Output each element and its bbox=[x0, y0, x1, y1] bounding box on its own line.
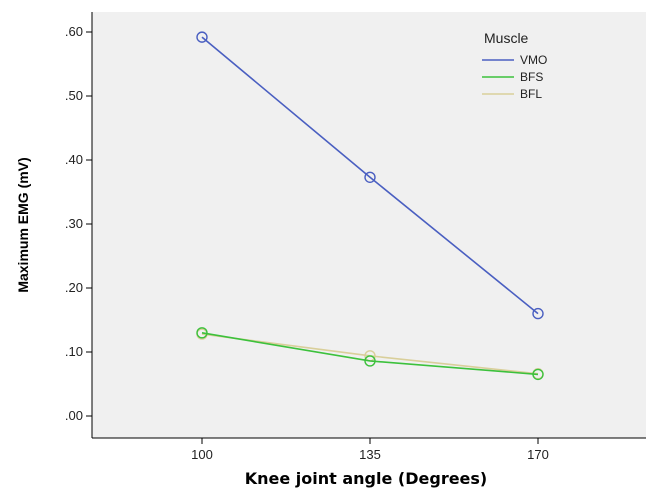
y-axis-ticks: .00 .10 .20 .30 .40 .50 .60 bbox=[65, 24, 92, 423]
x-axis-ticks: 100 135 170 bbox=[191, 438, 549, 462]
series-line-bfs bbox=[201, 332, 539, 376]
legend: Muscle VMO BFS BFL bbox=[482, 30, 547, 101]
data-point-vmo bbox=[196, 31, 208, 43]
legend-label-vmo: VMO bbox=[520, 53, 547, 67]
x-tick-label: 135 bbox=[359, 447, 381, 462]
legend-label-bfs: BFS bbox=[520, 70, 543, 84]
series-line-vmo bbox=[201, 36, 539, 315]
data-point-bfs bbox=[532, 368, 544, 381]
y-tick-label: .50 bbox=[65, 88, 83, 103]
data-point-bfs bbox=[196, 327, 208, 339]
x-tick-label: 100 bbox=[191, 447, 213, 462]
x-tick-label: 170 bbox=[527, 447, 549, 462]
y-tick-label: .20 bbox=[65, 280, 83, 295]
legend-label-bfl: BFL bbox=[520, 87, 542, 101]
x-axis-title: Knee joint angle (Degrees) bbox=[245, 469, 488, 488]
series-group bbox=[196, 31, 544, 381]
y-tick-label: .30 bbox=[65, 216, 83, 231]
y-tick-label: .40 bbox=[65, 152, 83, 167]
data-point-vmo bbox=[532, 307, 544, 320]
y-axis-title: Maximum EMG (mV) bbox=[15, 157, 31, 292]
data-point-bfs bbox=[364, 355, 376, 367]
y-tick-label: .10 bbox=[65, 344, 83, 359]
y-tick-label: .00 bbox=[65, 408, 83, 423]
data-point-vmo bbox=[364, 171, 376, 183]
legend-title: Muscle bbox=[484, 30, 529, 46]
y-tick-label: .60 bbox=[65, 24, 83, 39]
plot-area bbox=[92, 12, 646, 438]
